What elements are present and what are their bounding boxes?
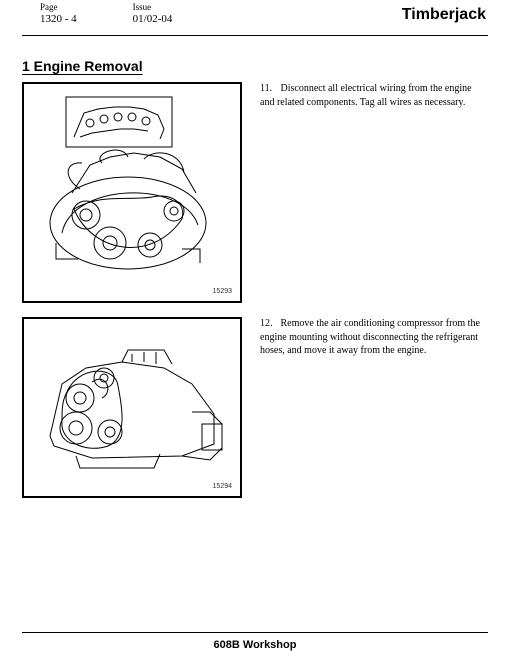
instruction-step: 15293 11. Disconnect all electrical wiri… — [22, 82, 488, 303]
header-page-col: Page 1320 - 4 — [40, 2, 77, 25]
engine-compressor-illustration — [30, 325, 234, 481]
header-divider — [22, 35, 488, 36]
step-number: 11. — [260, 82, 278, 96]
step-text: 12. Remove the air conditioning compress… — [260, 317, 488, 358]
figure-number: 15293 — [30, 286, 234, 295]
engine-wiring-illustration — [30, 90, 234, 286]
section-title: 1 Engine Removal — [22, 58, 510, 74]
figure-frame: 15293 — [22, 82, 242, 303]
page-header: Page 1320 - 4 Issue 01/02-04 Timberjack — [0, 0, 510, 31]
issue-value: 01/02-04 — [133, 13, 173, 25]
figure-frame: 15294 — [22, 317, 242, 498]
step-text: 11. Disconnect all electrical wiring fro… — [260, 82, 488, 109]
step-body: Disconnect all electrical wiring from th… — [260, 83, 472, 108]
brand-logo-text: Timberjack — [402, 2, 486, 24]
header-issue-col: Issue 01/02-04 — [133, 2, 173, 25]
page-label: Page — [40, 2, 77, 12]
figure-number: 15294 — [30, 481, 234, 490]
page-value: 1320 - 4 — [40, 13, 77, 25]
footer-text: 608B Workshop — [0, 639, 510, 651]
instruction-step: 15294 12. Remove the air conditioning co… — [22, 317, 488, 498]
step-number: 12. — [260, 317, 278, 331]
footer-divider — [22, 632, 488, 633]
issue-label: Issue — [133, 2, 173, 12]
step-body: Remove the air conditioning compressor f… — [260, 318, 480, 356]
